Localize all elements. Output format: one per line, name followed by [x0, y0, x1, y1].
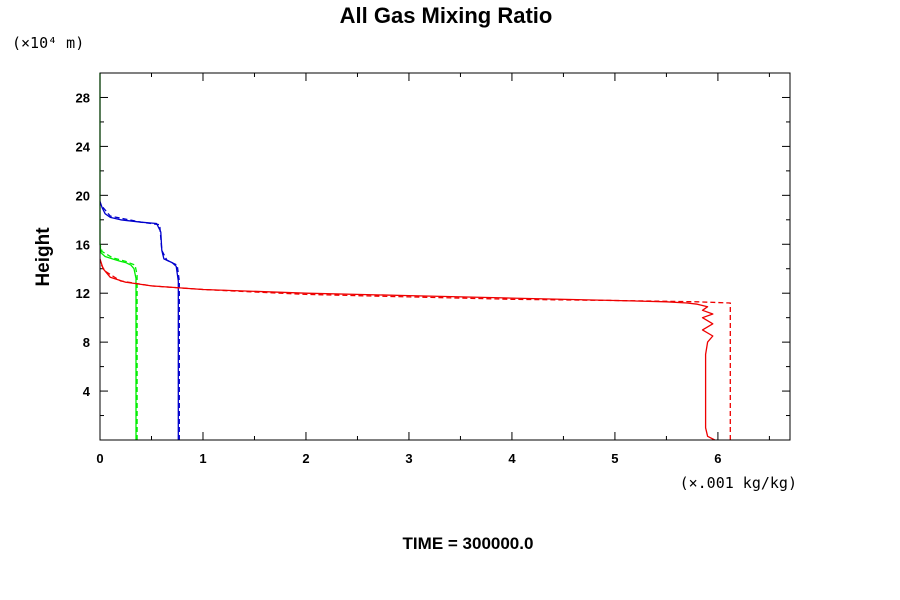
y-tick-label: 4	[83, 384, 91, 399]
series-line-3	[99, 201, 179, 440]
time-label: TIME = 300000.0	[403, 534, 534, 553]
series-line-1	[99, 73, 137, 440]
y-tick-label: 16	[76, 237, 90, 252]
y-axis-label: Height	[33, 227, 54, 287]
x-tick-label: 2	[302, 451, 309, 466]
series-line-2	[99, 244, 138, 440]
x-tick-label: 0	[96, 451, 103, 466]
x-tick-label: 1	[199, 451, 206, 466]
y-unit-label: (×10⁴ m)	[12, 34, 84, 52]
y-tick-label: 28	[76, 90, 90, 105]
y-tick-label: 24	[76, 139, 91, 154]
series-group	[99, 73, 731, 441]
x-unit-label: (×.001 kg/kg)	[680, 474, 797, 492]
x-tick-label: 6	[714, 451, 721, 466]
y-tick-label: 8	[83, 335, 90, 350]
series-line-4	[99, 203, 180, 440]
x-tick-label: 4	[508, 451, 516, 466]
x-tick-label: 5	[611, 451, 618, 466]
chart-title: All Gas Mixing Ratio	[340, 3, 553, 28]
plot-frame	[99, 72, 791, 441]
y-tick-label: 12	[76, 286, 90, 301]
y-tick-label: 20	[76, 188, 90, 203]
series-line-6	[99, 262, 731, 440]
x-tick-label: 3	[405, 451, 412, 466]
series-line-5	[99, 258, 716, 441]
axis-ticks	[99, 72, 790, 440]
